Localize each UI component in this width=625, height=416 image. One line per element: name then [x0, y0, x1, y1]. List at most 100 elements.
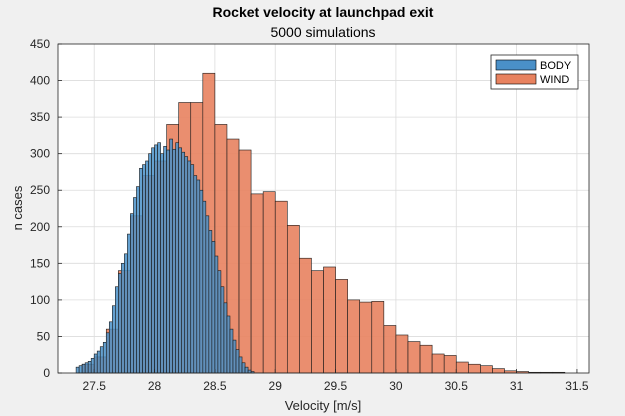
histogram-bar-wind — [335, 279, 348, 374]
x-tick-label: 28 — [148, 379, 162, 393]
histogram-bar-wind — [492, 368, 505, 374]
x-tick-label: 30.5 — [445, 379, 469, 393]
y-tick-label: 100 — [30, 293, 50, 307]
histogram-bar-body — [247, 369, 252, 374]
histogram-bar-body — [102, 341, 107, 374]
histogram-bar-body — [184, 156, 189, 374]
histogram-bar-wind — [311, 270, 324, 374]
histogram-bar-body — [190, 164, 195, 374]
histogram-bar-body — [148, 153, 152, 374]
histogram-bar-body — [193, 175, 198, 374]
histogram-bar-body — [87, 361, 92, 374]
histogram-bar-wind — [371, 301, 385, 374]
histogram-bar-body — [154, 144, 158, 374]
histogram-bar-body — [81, 363, 86, 374]
y-tick-label: 350 — [30, 110, 50, 124]
histogram-bar-body — [96, 350, 101, 374]
histogram-bar-body — [157, 142, 161, 374]
y-axis-ticks: 0 50 100 150 200 250 300 350 400 450 — [30, 37, 62, 380]
histogram-bar-body — [130, 213, 134, 374]
histogram-bar-body — [108, 321, 113, 374]
histogram-bar-body — [78, 365, 83, 374]
histogram-bar-body — [145, 160, 149, 374]
histogram-bar-body — [136, 186, 140, 374]
histogram-bar-body — [178, 147, 182, 374]
x-axis-label: Velocity [m/s] — [285, 398, 362, 413]
histogram-bar-body — [169, 138, 173, 374]
histogram-bar-body — [90, 358, 95, 374]
y-axis-label: n cases — [10, 185, 25, 230]
histogram-bar-body — [211, 241, 216, 374]
histogram-bar-body — [151, 147, 155, 374]
histogram-bar-wind — [250, 193, 264, 374]
histogram-bar-body — [75, 366, 80, 374]
histogram-bar-wind — [407, 341, 421, 374]
legend: BODY WIND — [490, 54, 579, 90]
histogram-bar-body — [160, 153, 164, 374]
histogram-bar-body — [166, 149, 170, 374]
histogram-bar-body — [238, 356, 243, 374]
histogram-bar-body — [232, 339, 237, 374]
x-tick-label: 29.5 — [324, 379, 348, 393]
histogram-bar-body — [223, 302, 228, 374]
histogram-bar-body — [175, 142, 179, 374]
histogram-bar-wind — [431, 353, 445, 374]
histogram-bar-body — [220, 286, 225, 374]
histogram-bar-body — [199, 189, 204, 374]
legend-label-wind: WIND — [540, 74, 569, 86]
histogram-bar-body — [244, 366, 249, 374]
histogram-bar-body — [172, 148, 176, 374]
histogram-bar-body — [133, 197, 137, 374]
x-tick-label: 28.5 — [203, 379, 227, 393]
histogram-bar-wind — [262, 191, 276, 374]
histogram-bar-body — [235, 349, 240, 374]
histogram-bar-wind — [480, 365, 493, 374]
histogram-bar-body — [112, 305, 116, 374]
plot-frame — [57, 43, 590, 374]
y-tick-label: 450 — [30, 37, 50, 51]
y-tick-label: 400 — [30, 74, 50, 88]
histogram-bar-body — [118, 273, 122, 374]
histogram-bar-body — [202, 200, 207, 374]
histogram-bar-body — [217, 270, 222, 374]
histogram-bar-body — [226, 315, 231, 374]
x-tick-label: 31.5 — [565, 379, 589, 393]
y-tick-label: 300 — [30, 147, 50, 161]
histogram-bar-wind — [468, 363, 481, 374]
legend-swatch-wind — [495, 73, 537, 85]
histogram-bar-wind — [323, 266, 336, 374]
histogram-bar-body — [99, 346, 104, 374]
histogram-bar-wind — [443, 355, 457, 374]
histogram-bar-wind — [359, 301, 373, 374]
histogram-bar-body — [208, 230, 213, 374]
legend-swatch-body — [495, 59, 537, 71]
y-tick-label: 50 — [37, 329, 51, 343]
histogram-bar-wind — [238, 149, 252, 374]
histogram-bar-wind — [383, 325, 397, 374]
histogram-bar-body — [139, 167, 143, 374]
histogram-bar-body — [187, 160, 192, 374]
histogram-bar-body — [181, 151, 186, 374]
histogram-bar-body — [163, 146, 167, 374]
histogram-bar-body — [127, 233, 131, 374]
body-series-bars — [75, 138, 255, 374]
histogram-bar-body — [105, 332, 110, 374]
histogram-bar-body — [124, 253, 128, 374]
histogram-bar-wind — [286, 225, 300, 374]
histogram-bar-body — [241, 362, 246, 374]
x-tick-label: 31 — [510, 379, 524, 393]
histogram-bar-wind — [395, 334, 409, 374]
y-tick-label: 0 — [43, 366, 50, 380]
histogram-bar-wind — [455, 361, 469, 374]
x-tick-label: 29 — [269, 379, 283, 393]
histogram-bar-body — [142, 164, 146, 374]
histogram-bar-body — [115, 286, 119, 374]
histogram-bar-body — [205, 215, 210, 374]
histogram-bar-wind — [419, 344, 433, 374]
y-tick-label: 150 — [30, 256, 50, 270]
x-axis-ticks: 27.5 28 28.5 29 29.5 30 30.5 31 31.5 — [83, 369, 589, 393]
histogram-bar-wind — [274, 200, 288, 374]
histogram-bar-body — [196, 179, 201, 374]
histogram-bar-body — [229, 328, 234, 374]
